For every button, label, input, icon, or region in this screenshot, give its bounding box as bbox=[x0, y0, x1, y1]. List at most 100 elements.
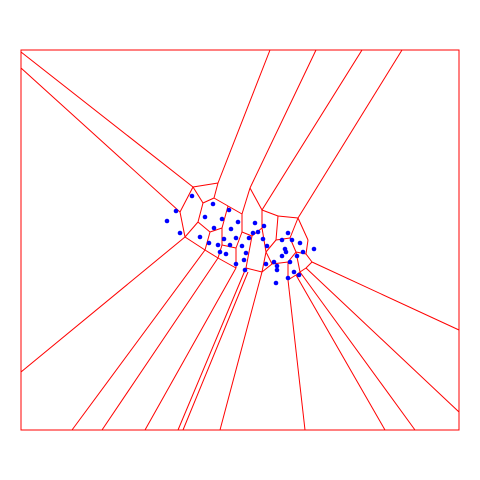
voronoi-edge bbox=[295, 274, 386, 431]
voronoi-edge bbox=[289, 217, 299, 239]
voronoi-site bbox=[289, 237, 295, 243]
voronoi-site bbox=[300, 249, 306, 255]
voronoi-edge bbox=[219, 271, 263, 431]
voronoi-edge bbox=[275, 215, 279, 241]
voronoi-site bbox=[211, 225, 217, 231]
voronoi-edge bbox=[249, 49, 317, 189]
voronoi-site bbox=[246, 235, 252, 241]
voronoi-site bbox=[260, 236, 266, 242]
voronoi-site bbox=[271, 259, 277, 265]
voronoi-site bbox=[264, 243, 270, 249]
voronoi-edge bbox=[277, 215, 299, 219]
voronoi-site bbox=[285, 275, 291, 281]
voronoi-site bbox=[279, 253, 285, 259]
voronoi-site bbox=[202, 214, 208, 220]
voronoi-edge bbox=[197, 202, 204, 223]
voronoi-edge bbox=[182, 271, 249, 431]
voronoi-site bbox=[233, 261, 239, 267]
voronoi-site bbox=[235, 219, 241, 225]
voronoi-site bbox=[297, 240, 303, 246]
voronoi-edge bbox=[261, 49, 363, 211]
voronoi-site bbox=[173, 208, 179, 214]
voronoi-edge bbox=[241, 231, 253, 237]
voronoi-edge bbox=[311, 261, 460, 331]
voronoi-edge bbox=[299, 267, 307, 273]
voronoi-edge bbox=[305, 253, 313, 263]
voronoi-site bbox=[274, 267, 280, 273]
voronoi-edge bbox=[179, 186, 194, 213]
voronoi-site bbox=[273, 280, 279, 286]
voronoi-edge bbox=[305, 267, 460, 413]
voronoi-site bbox=[189, 193, 195, 199]
voronoi-edge bbox=[71, 249, 206, 431]
voronoi-site bbox=[255, 229, 261, 235]
voronoi-sites bbox=[164, 193, 317, 286]
voronoi-site bbox=[197, 234, 203, 240]
voronoi-edge bbox=[297, 217, 309, 241]
voronoi-site bbox=[250, 230, 256, 236]
voronoi-edge bbox=[287, 279, 306, 431]
voronoi-edge bbox=[265, 239, 277, 253]
voronoi-edge bbox=[245, 235, 253, 269]
voronoi-edge bbox=[179, 211, 186, 238]
voronoi-site bbox=[241, 257, 247, 263]
voronoi-edge bbox=[184, 221, 199, 238]
bounding-box bbox=[20, 49, 460, 431]
voronoi-edge bbox=[213, 197, 229, 207]
voronoi-site bbox=[164, 218, 170, 224]
voronoi-site bbox=[227, 242, 233, 248]
voronoi-edge bbox=[192, 186, 204, 204]
voronoi-edge bbox=[245, 267, 263, 273]
voronoi-site bbox=[233, 235, 239, 241]
voronoi-edge bbox=[235, 231, 243, 249]
voronoi-site bbox=[228, 226, 234, 232]
voronoi-site bbox=[311, 246, 317, 252]
voronoi-site bbox=[279, 237, 285, 243]
voronoi-edge bbox=[261, 209, 279, 217]
voronoi-site bbox=[177, 230, 183, 236]
voronoi-site bbox=[263, 261, 269, 267]
voronoi-site bbox=[210, 201, 216, 207]
voronoi-edge bbox=[20, 236, 186, 373]
voronoi-edge bbox=[297, 49, 403, 219]
voronoi-edge bbox=[101, 257, 219, 431]
voronoi-edge bbox=[265, 251, 273, 265]
voronoi-edge bbox=[261, 263, 273, 273]
voronoi-site bbox=[226, 207, 232, 213]
voronoi-site bbox=[206, 240, 212, 246]
voronoi-site bbox=[215, 242, 221, 248]
voronoi-site bbox=[242, 267, 248, 273]
voronoi-site bbox=[296, 272, 302, 278]
voronoi-site bbox=[223, 251, 229, 257]
voronoi-edge bbox=[197, 221, 211, 233]
voronoi-edge bbox=[241, 187, 251, 215]
voronoi-edge bbox=[261, 251, 267, 273]
voronoi-edge bbox=[305, 239, 309, 255]
voronoi-edge bbox=[213, 182, 219, 199]
voronoi-edge bbox=[217, 49, 271, 184]
voronoi-edge bbox=[204, 249, 219, 259]
voronoi-edge bbox=[249, 187, 263, 211]
voronoi-site bbox=[294, 253, 300, 259]
voronoi-edge bbox=[204, 231, 211, 251]
voronoi-edge bbox=[184, 236, 206, 251]
voronoi-edge bbox=[227, 205, 243, 215]
voronoi-site bbox=[261, 223, 267, 229]
voronoi-site bbox=[219, 216, 225, 222]
voronoi-edge bbox=[192, 182, 219, 188]
voronoi-edge bbox=[144, 267, 237, 431]
voronoi-site bbox=[239, 243, 245, 249]
voronoi-site bbox=[252, 220, 258, 226]
voronoi-site bbox=[217, 249, 223, 255]
voronoi-edge bbox=[299, 271, 416, 431]
voronoi-site bbox=[243, 250, 249, 256]
voronoi-site bbox=[221, 236, 227, 242]
voronoi-edge bbox=[20, 51, 194, 188]
voronoi-edge bbox=[202, 197, 215, 204]
voronoi-site bbox=[291, 269, 297, 275]
voronoi-edge bbox=[217, 257, 237, 269]
voronoi-edge bbox=[209, 227, 223, 233]
voronoi-site bbox=[283, 249, 289, 255]
